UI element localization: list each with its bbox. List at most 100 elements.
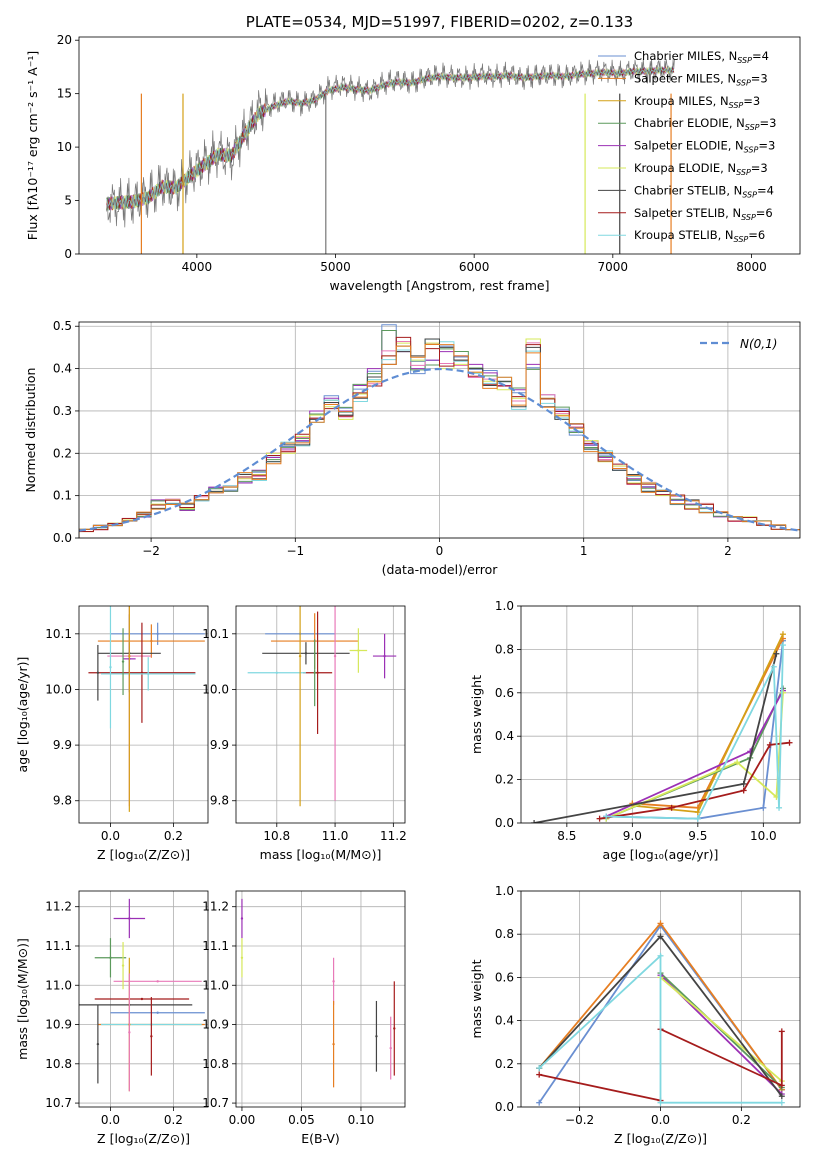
y-tick-label: 11.1 — [202, 939, 229, 953]
data-point — [109, 666, 112, 669]
legend-label: Salpeter STELIB, NSSP=6 — [634, 206, 773, 222]
data-point — [275, 671, 278, 674]
x-tick-label: 11.0 — [322, 829, 349, 843]
y-tick-label: 1.0 — [495, 884, 514, 898]
model-spectrum-line — [106, 65, 675, 211]
y-tick-label: 9.9 — [210, 738, 229, 752]
legend-label: Salpeter ELODIE, NSSP=3 — [634, 139, 775, 155]
data-point — [156, 1011, 159, 1014]
residuals-marks — [79, 324, 800, 538]
data-point — [156, 980, 159, 983]
mass-age-marks — [247, 606, 397, 807]
age-weight-xlabel: age [log₁₀(age/yr)] — [603, 847, 719, 862]
data-point — [393, 1027, 396, 1030]
legend-label-sub: SSP — [741, 213, 756, 222]
data-point — [128, 1031, 131, 1034]
data-point — [121, 660, 125, 663]
residuals-ylabel: Normed distribution — [23, 368, 38, 493]
y-tick-label: 11.2 — [45, 900, 72, 914]
x-tick-label: 5000 — [320, 260, 351, 274]
legend-label-suffix: =6 — [756, 206, 773, 220]
legend-label-text: Salpeter ELODIE, N — [634, 139, 744, 153]
legend-label-sub: SSP — [742, 190, 757, 199]
data-point — [383, 654, 386, 658]
y-tick-label: 0.1 — [53, 489, 72, 503]
series-line — [539, 1073, 661, 1102]
model-spectrum-line — [106, 65, 675, 211]
data-point — [156, 632, 159, 636]
legend-label-suffix: =4 — [757, 183, 774, 197]
x-tick-label: 8.5 — [557, 829, 576, 843]
data-point — [332, 980, 335, 983]
legend-label-text: Chabrier MILES, N — [634, 49, 737, 63]
y-tick-label: 9.8 — [210, 794, 229, 808]
legend-label-text: Kroupa STELIB, N — [634, 228, 734, 242]
data-point — [240, 956, 244, 959]
z-mass-xlabel: Z [log₁₀(Z/Z⊙)] — [97, 1131, 190, 1146]
x-tick-label: 2 — [724, 544, 732, 558]
z-age-xlabel: Z [log₁₀(Z/Z⊙)] — [97, 847, 190, 862]
x-tick-label: 0 — [436, 544, 444, 558]
legend-label-sub: SSP — [745, 123, 760, 132]
y-tick-label: 10.9 — [202, 1018, 229, 1032]
y-tick-label: 0.4 — [53, 362, 72, 376]
z-weight-ylabel: mass weight — [469, 959, 484, 1038]
legend-label-sub: SSP — [736, 168, 751, 177]
legend-label-text: Kroupa MILES, N — [634, 94, 729, 108]
legend-label-suffix: =3 — [758, 139, 775, 153]
legend-label: Chabrier ELODIE, NSSP=3 — [634, 116, 776, 132]
x-tick-label: 0.2 — [164, 1113, 183, 1127]
x-tick-label: 4000 — [182, 260, 213, 274]
legend-label-suffix: =3 — [751, 71, 768, 85]
data-point — [128, 654, 131, 658]
y-tick-label: 0.5 — [53, 319, 72, 333]
data-point — [128, 917, 131, 920]
mass-age-xlabel: mass [log₁₀(M/M⊙)] — [260, 847, 382, 862]
x-tick-label: 10.8 — [263, 829, 290, 843]
y-tick-label: 5 — [64, 194, 72, 208]
data-point — [240, 917, 244, 920]
z-weight-axes: −0.2 0.0 0.2 0.0 0.2 0.4 0.6 0.8 1.0 — [495, 884, 800, 1127]
y-tick-label: 0.8 — [495, 927, 514, 941]
data-point — [375, 1035, 378, 1038]
data-point — [332, 1042, 335, 1046]
legend-label: Kroupa STELIB, NSSP=6 — [634, 228, 765, 244]
data-point — [150, 1035, 153, 1038]
y-tick-label: 0.2 — [53, 446, 72, 460]
legend-label: Kroupa MILES, NSSP=3 — [634, 94, 760, 110]
legend-label-text: Salpeter STELIB, N — [634, 206, 741, 220]
data-point — [313, 671, 316, 674]
data-point — [96, 671, 100, 674]
y-tick-label: 0.2 — [495, 773, 514, 787]
y-tick-label: 11.0 — [202, 978, 229, 992]
data-point — [333, 654, 337, 658]
data-point — [96, 1042, 100, 1046]
y-tick-label: 0.2 — [495, 1057, 514, 1071]
x-tick-label: 10.0 — [750, 829, 777, 843]
legend-label-suffix: =3 — [751, 161, 768, 175]
z-mass-axes: 0.0 0.2 10.7 10.8 10.9 11.0 11.1 11.2 — [45, 891, 208, 1127]
mass-age-axes: 10.8 11.0 11.2 9.8 9.9 10.0 10.1 — [202, 606, 407, 843]
model-spectrum-line — [106, 66, 674, 210]
chart-title: PLATE=0534, MJD=51997, FIBERID=0202, z=0… — [246, 13, 633, 31]
residuals-axes: −2 −1 0 1 2 0.0 0.1 0.2 0.3 0.4 0.5 — [53, 319, 800, 558]
legend-label-suffix: =6 — [748, 228, 765, 242]
legend-label-text: Kroupa ELODIE, N — [634, 161, 736, 175]
data-point — [304, 652, 308, 655]
data-point — [140, 997, 144, 1001]
legend-label-text: Salpeter MILES, N — [634, 71, 736, 85]
y-tick-label: 0.0 — [495, 1100, 514, 1114]
z-mass-frame — [78, 890, 209, 1108]
y-tick-label: 10.9 — [45, 1018, 72, 1032]
data-point — [147, 672, 150, 676]
legend-label: Chabrier MILES, NSSP=4 — [634, 49, 769, 65]
y-tick-label: 0.4 — [495, 729, 514, 743]
x-tick-label: 0.2 — [164, 829, 183, 843]
legend-label-text: Chabrier STELIB, N — [634, 183, 742, 197]
y-tick-label: 10.8 — [202, 1057, 229, 1071]
model-spectrum-line — [106, 66, 675, 211]
x-tick-label: 0.00 — [229, 1113, 256, 1127]
series-line — [538, 953, 782, 1104]
x-tick-label: 0.0 — [101, 829, 120, 843]
spectrum-frame — [78, 36, 801, 255]
